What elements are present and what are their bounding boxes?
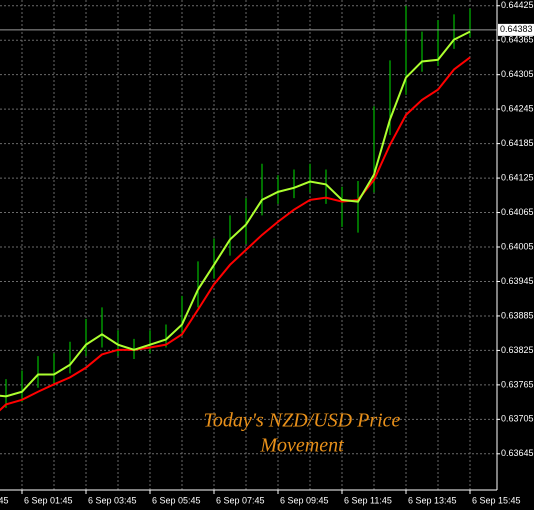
y-tick-label: 0.63645 (501, 448, 534, 458)
y-tick-label: 0.64125 (501, 172, 534, 182)
y-tick-label: 0.64245 (501, 104, 534, 114)
y-tick-label: 0.64065 (501, 207, 534, 217)
last-price-label: 0.64383 (500, 24, 533, 34)
x-tick-label: 6 Sep 15:45 (472, 495, 521, 505)
x-tick-label: 6 Sep 03:45 (88, 495, 137, 505)
plot-area (0, 5, 497, 412)
annotation: Movement (259, 435, 344, 457)
y-tick-label: 0.64365 (501, 35, 534, 45)
y-tick-label: 0.63765 (501, 379, 534, 389)
x-tick-label: 6 Sep 13:45 (408, 495, 457, 505)
x-tick-label: 6 Sep 09:45 (280, 495, 329, 505)
x-tick-label: 6 Sep 07:45 (216, 495, 265, 505)
y-tick-label: 0.64305 (501, 69, 534, 79)
moving-average-line (0, 30, 471, 398)
moving-average-line (0, 56, 471, 412)
last-price-box (498, 23, 534, 36)
y-tick-label: 0.63945 (501, 276, 534, 286)
x-tick-label: 6 Sep 01:45 (24, 495, 73, 505)
y-tick-label: 0.64425 (501, 0, 534, 10)
y-tick-label: 0.63705 (501, 414, 534, 424)
y-tick-label: 0.64005 (501, 241, 534, 251)
annotation: Today's NZD/USD Price (204, 410, 401, 432)
x-tick-label: 6 Sep 05:45 (152, 495, 201, 505)
x-tick-label: 5 Sep 23:45 (0, 495, 9, 505)
x-tick-label: 6 Sep 11:45 (344, 495, 392, 505)
y-tick-label: 0.63825 (501, 345, 534, 355)
y-tick-label: 0.63885 (501, 310, 534, 320)
y-tick-label: 0.64185 (501, 138, 534, 148)
